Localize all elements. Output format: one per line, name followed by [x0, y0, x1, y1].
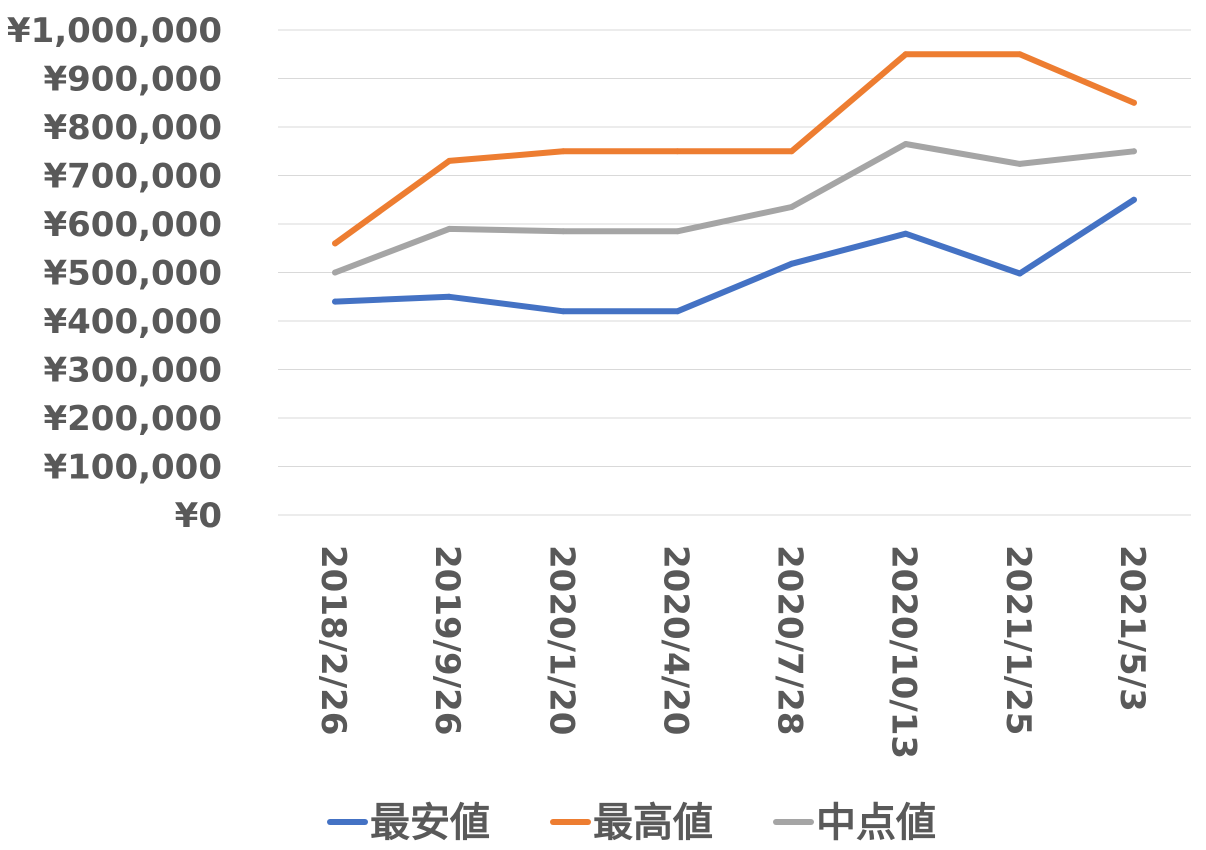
series-line: [332, 196, 1137, 315]
data-point: [1016, 270, 1023, 277]
y-tick-label: ¥600,000: [43, 205, 222, 245]
y-tick-label: ¥100,000: [43, 448, 222, 488]
legend-label: 中点値: [816, 800, 936, 846]
y-axis-tick-labels: ¥0 ¥100,000 ¥200,000 ¥300,000 ¥400,000 ¥500,0…: [7, 11, 222, 536]
data-point: [788, 148, 795, 155]
legend: 最安値 最高値 中点値: [327, 800, 936, 846]
data-point: [1130, 99, 1137, 106]
y-tick-label: ¥900,000: [43, 60, 222, 100]
data-point: [1016, 51, 1023, 58]
data-point: [902, 51, 909, 58]
y-tick-label: ¥800,000: [43, 108, 222, 148]
y-tick-label: ¥0: [175, 496, 222, 536]
y-tick-label: ¥300,000: [43, 351, 222, 391]
y-tick-label: ¥200,000: [43, 399, 222, 439]
data-point: [332, 269, 339, 276]
data-point: [674, 148, 681, 155]
series-line: [332, 51, 1137, 247]
x-tick-label: 2021/1/25: [998, 545, 1038, 735]
data-point: [560, 228, 567, 235]
data-point: [788, 204, 795, 211]
data-point: [1130, 148, 1137, 155]
data-point: [446, 157, 453, 164]
x-axis-tick-labels: 2018/2/26 2019/9/26 2020/1/20 2020/4/20 2020…: [313, 545, 1152, 759]
data-point: [674, 228, 681, 235]
data-point: [902, 140, 909, 147]
data-point: [446, 225, 453, 232]
y-tick-label: ¥700,000: [43, 157, 222, 197]
x-tick-label: 2020/7/28: [770, 545, 810, 735]
data-point: [560, 308, 567, 315]
data-point: [332, 240, 339, 247]
legend-label: 最高値: [593, 800, 713, 846]
data-point: [674, 308, 681, 315]
series-line: [332, 141, 1137, 276]
x-tick-label: 2021/5/3: [1112, 545, 1152, 712]
data-point: [902, 230, 909, 237]
series-lines: [332, 51, 1137, 315]
data-point: [446, 293, 453, 300]
y-tick-label: ¥400,000: [43, 302, 222, 342]
data-point: [788, 260, 795, 267]
data-point: [332, 298, 339, 305]
y-tick-label: ¥1,000,000: [7, 11, 222, 51]
legend-label: 最安値: [370, 800, 490, 846]
gridlines: [278, 29, 1191, 516]
x-tick-label: 2020/1/20: [541, 545, 581, 735]
data-point: [1130, 196, 1137, 203]
x-tick-label: 2020/10/13: [884, 545, 924, 759]
x-tick-label: 2020/4/20: [655, 545, 695, 735]
data-point: [1016, 160, 1023, 167]
y-tick-label: ¥500,000: [43, 254, 222, 294]
data-point: [560, 148, 567, 155]
x-tick-label: 2019/9/26: [427, 545, 467, 735]
x-tick-label: 2018/2/26: [313, 545, 353, 735]
